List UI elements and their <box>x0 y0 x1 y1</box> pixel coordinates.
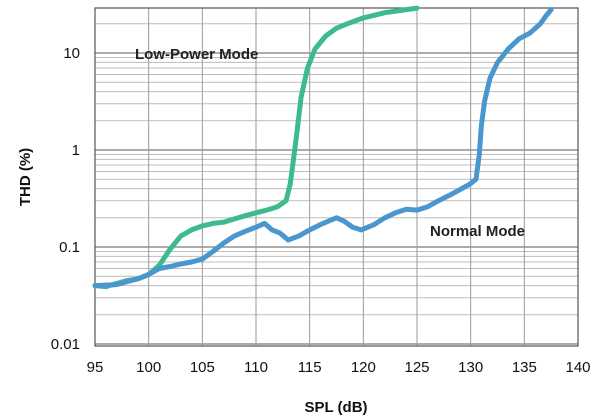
low-power-mode-label: Low-Power Mode <box>135 46 258 63</box>
major-gridlines <box>95 8 578 346</box>
y-axis-title: THD (%) <box>17 148 34 206</box>
x-tick-label: 135 <box>512 359 537 376</box>
y-tick-label: 1 <box>72 142 80 159</box>
x-tick-labels: 95 100 105 110 115 120 125 130 135 140 <box>87 359 591 376</box>
minor-gridlines <box>95 23 578 316</box>
x-tick-label: 130 <box>458 359 483 376</box>
series-layer <box>92 5 554 290</box>
normal-mode-line <box>92 7 554 289</box>
x-tick-label: 140 <box>565 359 590 376</box>
x-axis-title: SPL (dB) <box>304 399 367 416</box>
y-tick-label: 0.1 <box>59 239 80 256</box>
normal-mode-label: Normal Mode <box>430 223 525 240</box>
y-tick-label: 0.01 <box>51 336 80 353</box>
x-tick-label: 115 <box>298 359 322 376</box>
x-tick-label: 110 <box>244 359 268 376</box>
x-tick-label: 105 <box>190 359 215 376</box>
x-tick-label: 100 <box>136 359 161 376</box>
x-tick-label: 95 <box>87 359 104 376</box>
y-tick-label: 10 <box>63 45 80 62</box>
plot-frame <box>94 7 579 347</box>
x-tick-label: 120 <box>351 359 376 376</box>
x-tick-label: 125 <box>404 359 429 376</box>
y-tick-labels: 0.01 0.1 1 10 <box>51 45 80 353</box>
